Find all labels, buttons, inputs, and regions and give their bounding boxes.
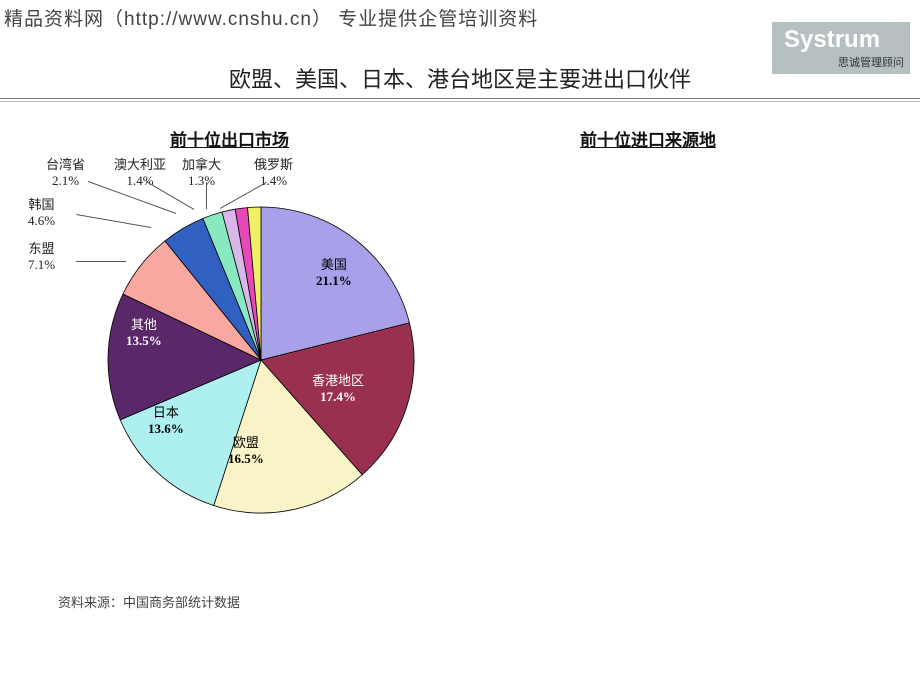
slice-name: 台湾省 <box>46 157 85 173</box>
slice-name: 欧盟 <box>228 435 264 451</box>
logo-main: Systrum <box>772 22 910 54</box>
slice-name: 香港地区 <box>312 373 364 389</box>
slice-name: 澳大利亚 <box>114 157 166 173</box>
slice-pct: 2.1% <box>46 173 85 189</box>
slice-name: 日本 <box>148 405 184 421</box>
slice-label-in: 香港地区17.4% <box>312 373 364 406</box>
slice-name: 加拿大 <box>182 157 221 173</box>
leader-line <box>76 261 126 262</box>
slice-label-in: 美国21.1% <box>316 257 352 290</box>
source-text: 资料来源：中国商务部统计数据 <box>58 592 240 611</box>
slice-name: 韩国 <box>28 197 55 213</box>
divider-top-2 <box>0 101 920 102</box>
slice-label-in: 其他13.5% <box>126 317 162 350</box>
divider-top <box>0 98 920 99</box>
leader-line <box>206 182 207 209</box>
slice-name: 俄罗斯 <box>254 157 293 173</box>
slice-pct: 4.6% <box>28 213 55 229</box>
slice-pct: 1.3% <box>182 173 221 189</box>
section-heading-left: 前十位出口市场 <box>170 126 289 151</box>
slice-name: 东盟 <box>28 241 55 257</box>
slice-label-out: 韩国4.6% <box>28 197 55 230</box>
slice-pct: 13.6% <box>148 421 184 437</box>
slice-pct: 21.1% <box>316 273 352 289</box>
slice-pct: 7.1% <box>28 257 55 273</box>
slice-name: 其他 <box>126 317 162 333</box>
pie-chart-export <box>106 205 416 515</box>
section-heading-right: 前十位进口来源地 <box>580 126 716 151</box>
slice-label-out: 加拿大1.3% <box>182 157 221 190</box>
slice-pct: 13.5% <box>126 333 162 349</box>
slice-label-in: 日本13.6% <box>148 405 184 438</box>
slice-pct: 16.5% <box>228 451 264 467</box>
header-site-text: 精品资料网（http://www.cnshu.cn） 专业提供企管培训资料 <box>4 4 538 31</box>
slice-pct: 17.4% <box>312 389 364 405</box>
slice-label-out: 澳大利亚1.4% <box>114 157 166 190</box>
slice-label-out: 台湾省2.1% <box>46 157 85 190</box>
slice-label-in: 欧盟16.5% <box>228 435 264 468</box>
page-title: 欧盟、美国、日本、港台地区是主要进出口伙伴 <box>0 62 920 94</box>
pie-svg <box>106 205 416 515</box>
slice-pct: 1.4% <box>254 173 293 189</box>
slice-label-out: 东盟7.1% <box>28 241 55 274</box>
slice-name: 美国 <box>316 257 352 273</box>
